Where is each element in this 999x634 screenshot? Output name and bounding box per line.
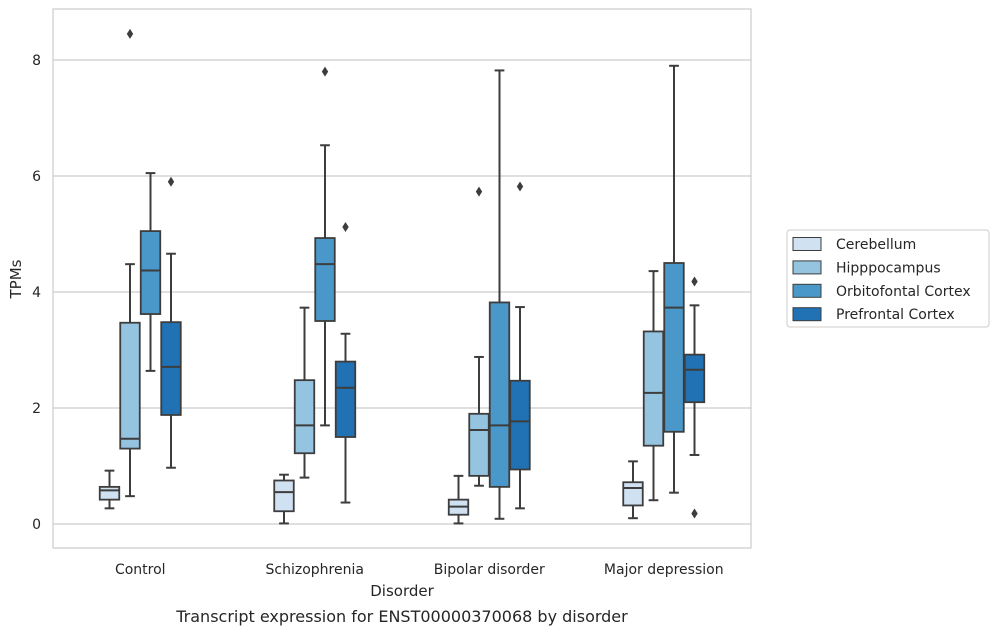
- legend-swatch: [792, 307, 822, 322]
- box-cerebellum: [622, 460, 644, 520]
- box-plot-marks: [98, 28, 706, 525]
- box-orbitofontal-cortex: [314, 66, 336, 427]
- outlier-point: [516, 181, 524, 192]
- box-hipppocampus: [119, 28, 141, 498]
- legend-swatch: [792, 283, 822, 298]
- y-tick-label: 0: [32, 517, 41, 533]
- legend-label: Hipppocampus: [836, 260, 941, 276]
- y-axis-label: TPMs: [7, 259, 25, 299]
- box-iqr: [468, 412, 490, 477]
- outlier-point: [167, 176, 175, 187]
- plot-frame: [52, 8, 752, 549]
- legend-swatch: [792, 237, 822, 251]
- box-orbitofontal-cortex: [488, 69, 511, 520]
- y-tick-label: 4: [32, 285, 41, 301]
- box-hipppocampus: [293, 306, 316, 479]
- box-orbitofontal-cortex: [139, 172, 162, 372]
- box-iqr: [314, 237, 336, 322]
- x-tick-label: Major depression: [604, 562, 724, 578]
- box-cerebellum: [447, 474, 470, 525]
- y-tick-label: 8: [32, 53, 41, 69]
- outlier-point: [475, 186, 483, 197]
- box-iqr: [273, 479, 295, 513]
- y-tick-label: 2: [32, 401, 41, 417]
- box-iqr: [663, 262, 685, 433]
- box-iqr: [119, 321, 141, 450]
- box-cerebellum: [98, 469, 121, 510]
- chart-caption: Transcript expression for ENST0000037006…: [175, 607, 628, 626]
- x-tick-label: Bipolar disorder: [434, 562, 545, 578]
- box-iqr: [509, 379, 531, 471]
- legend-label: Cerebellum: [836, 237, 916, 253]
- box-hipppocampus: [468, 186, 490, 487]
- box-prefrontal-cortex: [160, 176, 182, 469]
- box-iqr: [160, 321, 182, 416]
- legend: Cerebellum Hipppocampus Orbitofontal Corte…: [786, 229, 990, 328]
- x-tick-labels: Control Schizophrenia Bipolar disorder Majo…: [115, 562, 724, 578]
- box-iqr: [98, 485, 121, 501]
- box-prefrontal-cortex: [683, 276, 706, 519]
- box-prefrontal-cortex: [334, 222, 357, 504]
- box-iqr: [488, 301, 511, 488]
- box-iqr: [139, 230, 162, 315]
- legend-label: Orbitofontal Cortex: [836, 284, 971, 300]
- box-prefrontal-cortex: [509, 181, 531, 510]
- legend-label: Prefrontal Cortex: [836, 307, 955, 323]
- box-hipppocampus: [642, 270, 665, 502]
- box-iqr: [642, 330, 665, 447]
- box-cerebellum: [273, 473, 295, 525]
- x-axis-label: Disorder: [370, 582, 434, 600]
- legend-swatch: [792, 260, 822, 275]
- box-iqr: [622, 481, 644, 507]
- outlier-point: [342, 222, 349, 233]
- box-iqr: [293, 379, 316, 455]
- box-iqr: [683, 353, 706, 404]
- outlier-point: [691, 508, 698, 519]
- y-tick-label: 6: [32, 169, 41, 185]
- y-tick-labels: 0 2 4 6 8: [32, 53, 41, 533]
- box-orbitofontal-cortex: [663, 64, 685, 494]
- outlier-point: [126, 28, 134, 39]
- legend-frame: [786, 229, 990, 328]
- x-tick-label: Schizophrenia: [266, 562, 364, 578]
- x-tick-label: Control: [115, 562, 166, 578]
- box-iqr: [334, 360, 357, 438]
- outlier-point: [321, 66, 329, 77]
- outlier-point: [691, 276, 698, 287]
